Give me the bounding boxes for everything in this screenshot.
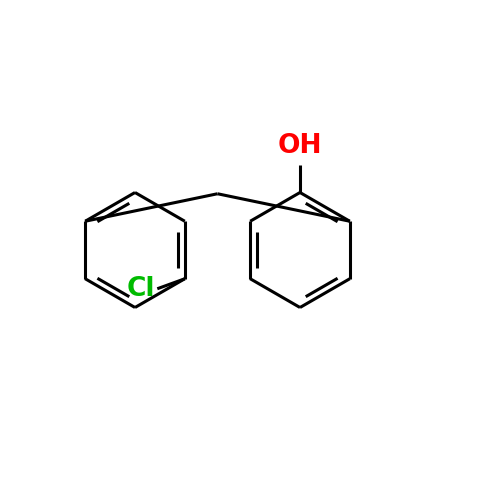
- Text: Cl: Cl: [126, 276, 155, 302]
- Text: OH: OH: [278, 133, 322, 159]
